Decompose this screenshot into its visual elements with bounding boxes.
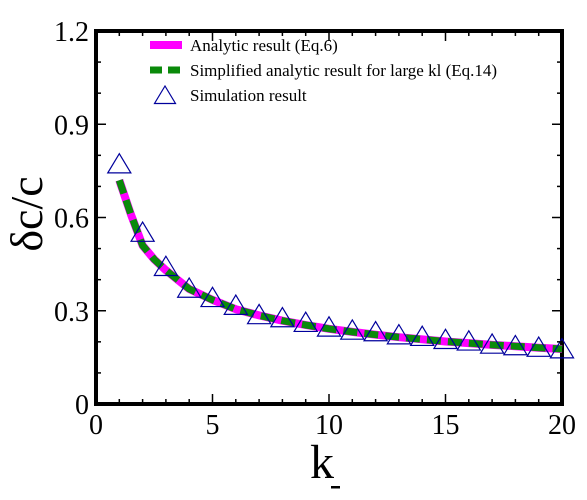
simulation-marker xyxy=(549,337,575,359)
simulation-marker xyxy=(409,325,435,347)
x-tick-label: 20 xyxy=(548,410,576,441)
y-tick-label: 0.3 xyxy=(54,297,89,328)
simulation-marker xyxy=(223,293,249,315)
simulation-marker xyxy=(269,306,296,328)
legend-label: Analytic result (Eq.6) xyxy=(190,36,338,55)
analytic-series-line xyxy=(115,178,563,353)
y-tick-label: 1.2 xyxy=(54,17,89,48)
x-tick-label: 5 xyxy=(206,410,220,441)
simulation-marker xyxy=(456,329,482,351)
legend-label: Simulation result xyxy=(190,86,307,105)
simulation-marker xyxy=(199,286,226,308)
simulation-marker xyxy=(339,318,365,340)
plot-area xyxy=(94,29,575,406)
simulation-marker xyxy=(526,335,552,357)
y-tick-label: 0 xyxy=(75,390,89,421)
simulation-marker xyxy=(129,220,156,242)
y-tick-label: 0.9 xyxy=(54,110,89,141)
y-tick-label: 0.6 xyxy=(54,204,89,235)
simplified-series-line xyxy=(115,179,563,353)
simulation-marker xyxy=(386,323,412,345)
x-axis-label: k xyxy=(310,436,334,489)
simulation-marker xyxy=(106,152,132,174)
y-axis-label: δc/c xyxy=(1,176,52,251)
simulation-marker xyxy=(316,315,342,337)
x-axis-label-subscript xyxy=(331,486,340,489)
simulation-marker xyxy=(479,332,505,354)
x-axis: 0 5 10 15 20 xyxy=(89,31,576,441)
simulation-marker xyxy=(246,303,272,325)
y-axis: 0 0.3 0.6 0.9 1.2 xyxy=(54,17,562,421)
simulation-marker xyxy=(293,311,319,333)
legend-label: Simplified analytic result for large kl … xyxy=(190,61,497,80)
simulation-marker xyxy=(176,276,202,298)
simulation-marker xyxy=(362,320,389,342)
simulation-marker xyxy=(502,334,529,356)
legend-marker-simulation xyxy=(153,84,177,105)
x-tick-label: 15 xyxy=(432,410,460,441)
simulation-marker xyxy=(153,255,179,277)
x-tick-label: 10 xyxy=(315,410,343,441)
x-tick-label: 0 xyxy=(89,410,103,441)
simulation-marker xyxy=(432,328,459,350)
legend: Analytic result (Eq.6) Simplified analyti… xyxy=(150,36,497,105)
